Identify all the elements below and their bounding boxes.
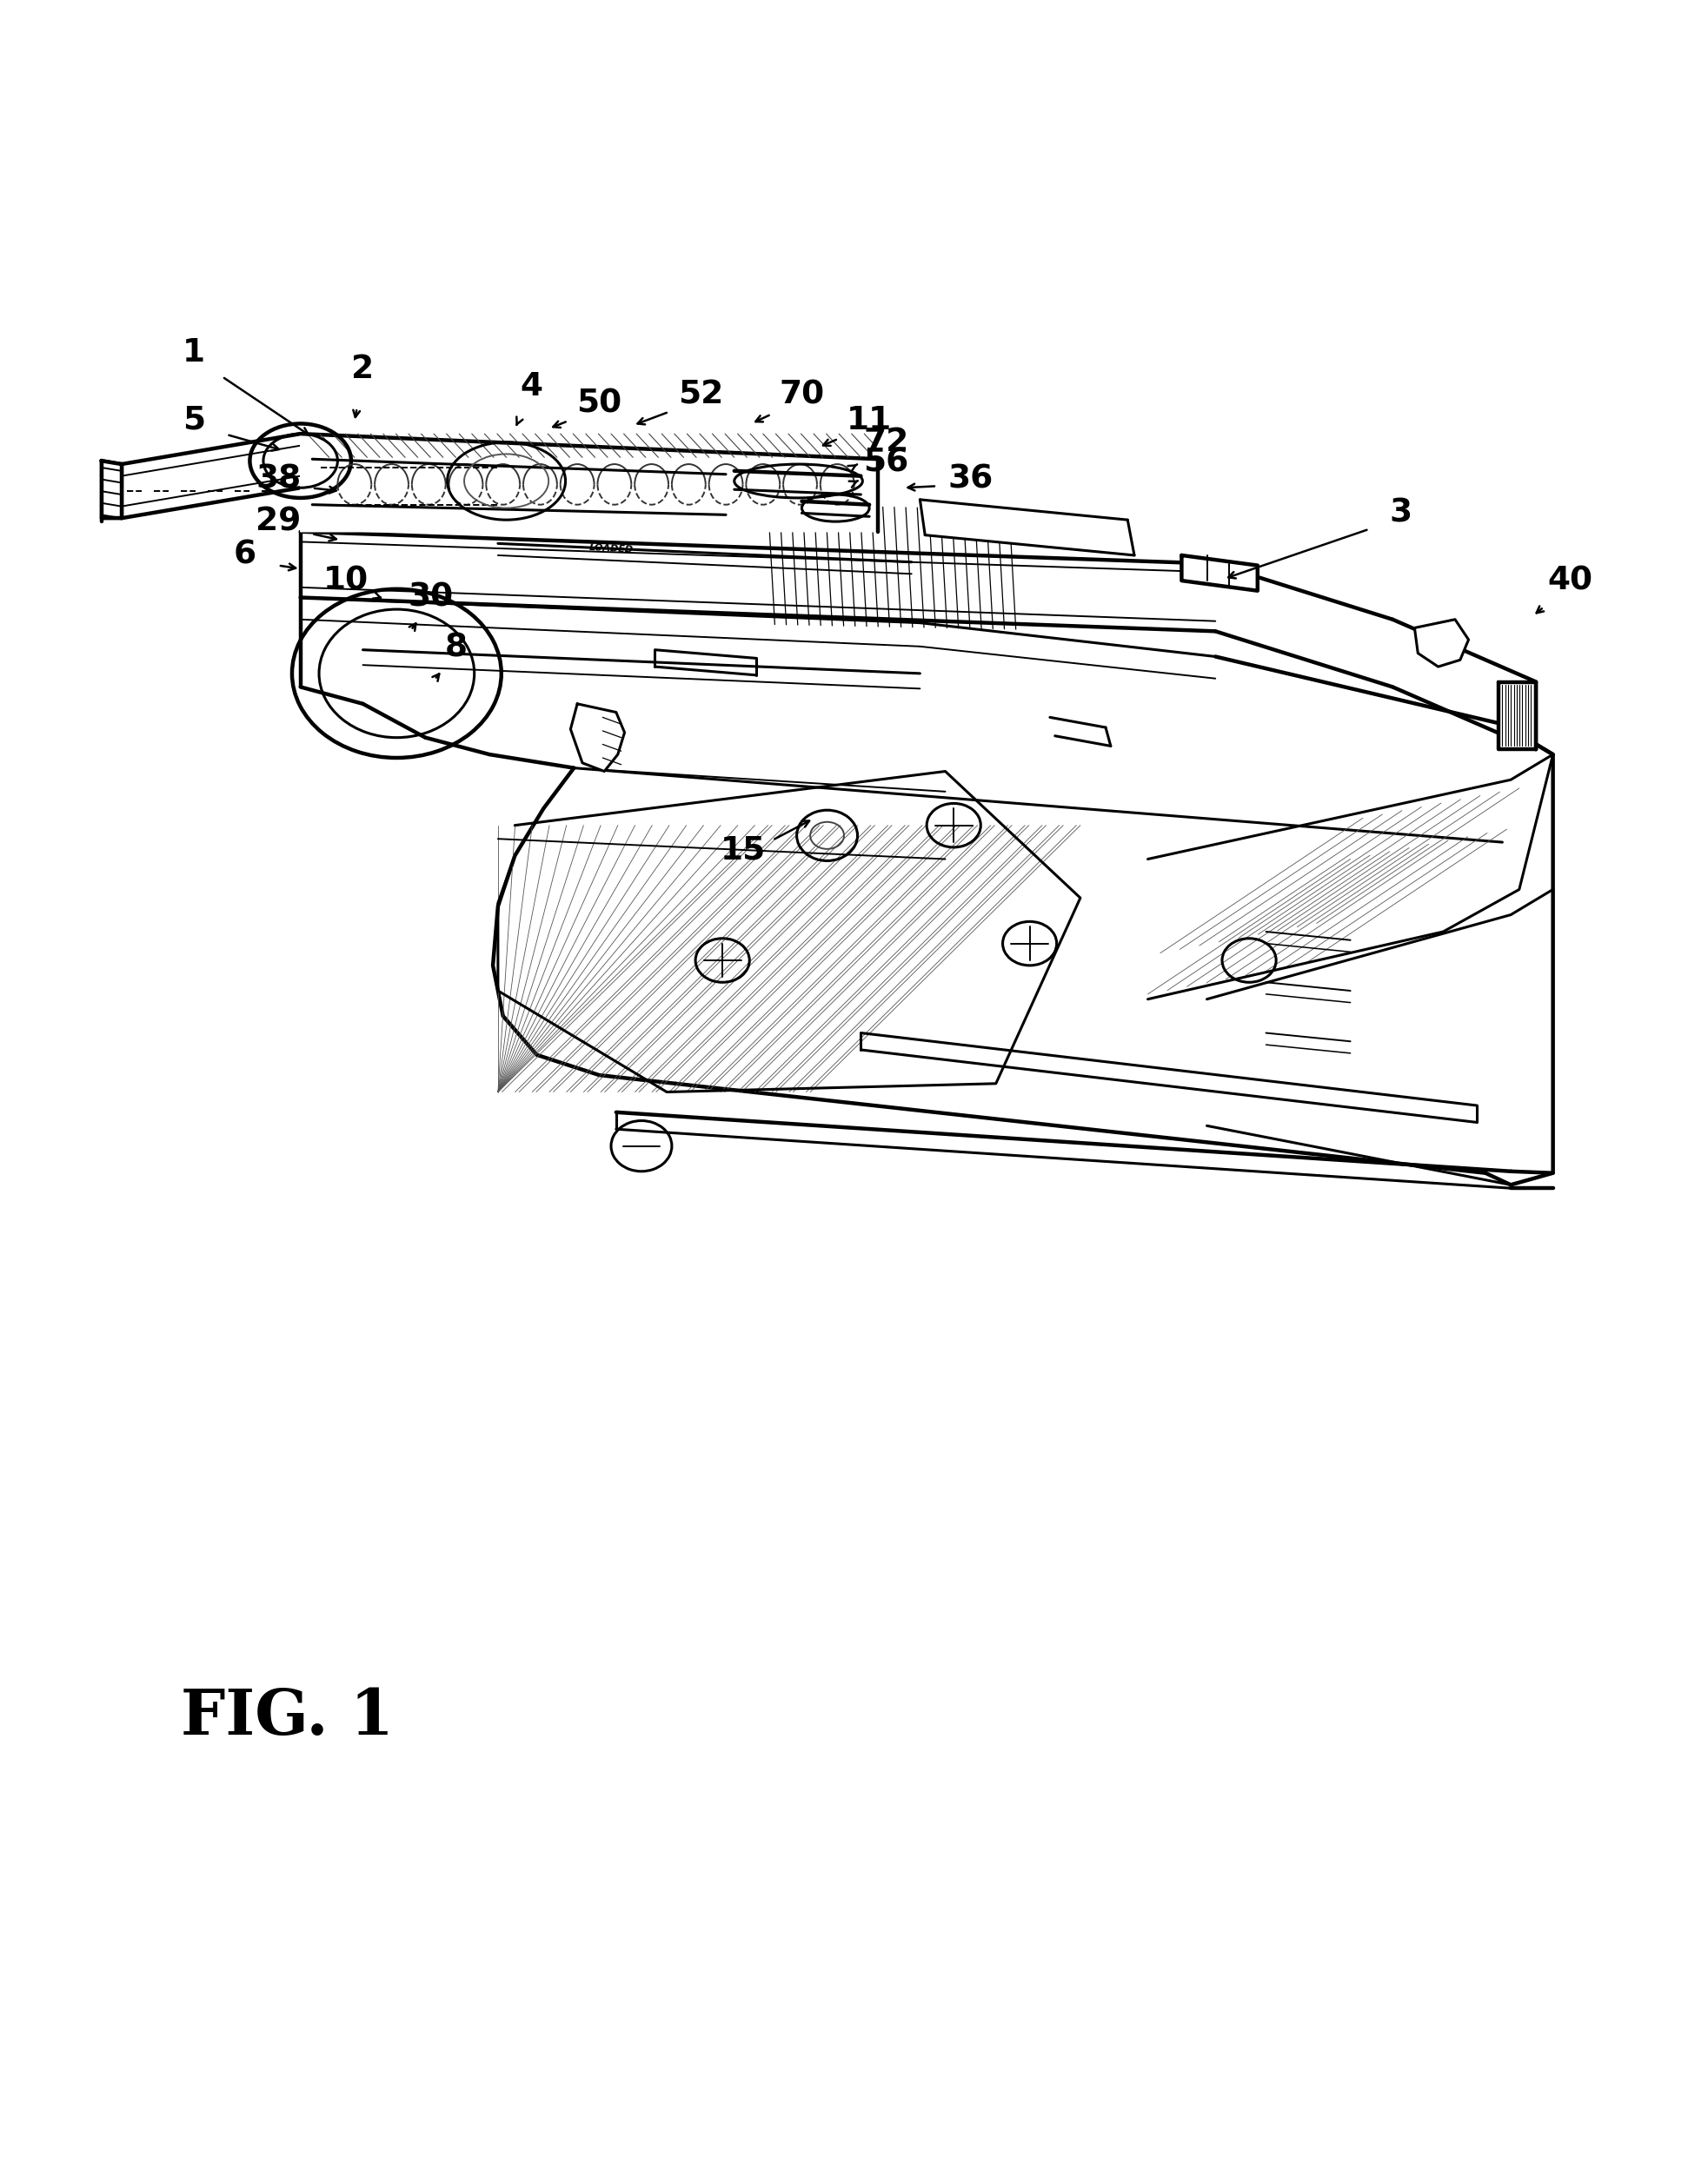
Text: 15: 15 — [721, 834, 765, 867]
Polygon shape — [498, 771, 1080, 1092]
Text: 2: 2 — [351, 354, 375, 384]
Polygon shape — [300, 531, 1536, 749]
Polygon shape — [1182, 555, 1258, 590]
Text: 70: 70 — [780, 380, 824, 411]
Polygon shape — [1415, 620, 1469, 666]
Text: 30: 30 — [408, 581, 452, 614]
Text: 72: 72 — [864, 426, 908, 459]
Polygon shape — [1207, 889, 1553, 1186]
Text: 29: 29 — [257, 507, 300, 537]
Text: 36: 36 — [949, 463, 993, 496]
Polygon shape — [1499, 681, 1536, 749]
Text: 10: 10 — [324, 566, 368, 596]
Text: 40: 40 — [1548, 566, 1592, 596]
Polygon shape — [920, 500, 1134, 555]
Polygon shape — [1148, 753, 1553, 998]
Text: 52: 52 — [679, 380, 722, 411]
Polygon shape — [300, 435, 878, 531]
Text: LOADED: LOADED — [589, 544, 633, 555]
Text: FIG. 1: FIG. 1 — [181, 1686, 393, 1747]
Text: 4: 4 — [520, 371, 544, 402]
Text: 8: 8 — [444, 633, 468, 664]
Text: 50: 50 — [577, 389, 621, 419]
Polygon shape — [122, 435, 300, 518]
Polygon shape — [118, 518, 1570, 1210]
Polygon shape — [101, 461, 122, 518]
Text: 56: 56 — [864, 448, 908, 478]
Text: 5: 5 — [182, 404, 206, 437]
Text: 6: 6 — [233, 539, 257, 570]
Text: 38: 38 — [257, 463, 300, 496]
Text: 1: 1 — [182, 336, 206, 369]
Polygon shape — [571, 703, 625, 771]
Text: 11: 11 — [847, 404, 891, 437]
Text: 3: 3 — [1389, 498, 1413, 529]
